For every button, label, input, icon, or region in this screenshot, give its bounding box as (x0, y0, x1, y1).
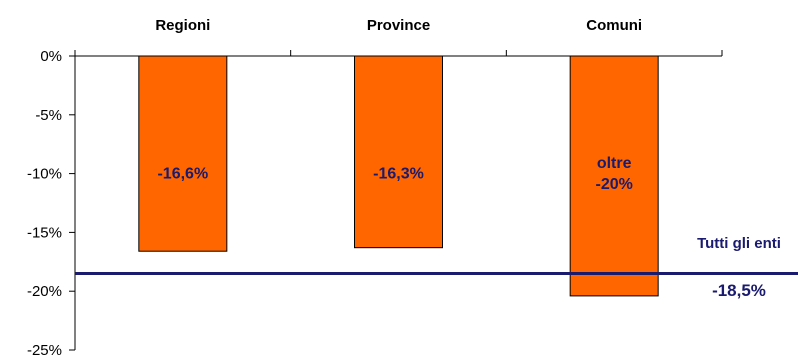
y-axis: 0% -5% -10% -15% -20% -25% (27, 48, 76, 358)
reference-line-group: Tutti gli enti -18,5% (75, 235, 798, 300)
data-label: -20% (595, 176, 632, 193)
y-tick-label: -15% (27, 224, 62, 241)
bars (138, 55, 659, 297)
category-axis: Regioni Province Comuni (74, 17, 723, 57)
data-label: -16,6% (157, 166, 208, 183)
y-tick-label: -5% (35, 107, 62, 124)
category-label: Province (367, 17, 430, 34)
category-label: Regioni (155, 17, 210, 34)
bar (569, 55, 659, 297)
y-tick-label: 0% (40, 48, 62, 65)
data-labels: -16,6% -16,3% oltre -20% (157, 155, 632, 193)
y-tick-label: -10% (27, 166, 62, 183)
data-label: -16,3% (373, 166, 424, 183)
y-tick-label: -20% (27, 283, 62, 300)
data-label: oltre (597, 155, 632, 172)
y-tick-label: -25% (27, 342, 62, 358)
bar (138, 55, 228, 252)
category-label: Comuni (586, 17, 642, 34)
reference-line-label: Tutti gli enti (697, 235, 781, 252)
bar (354, 55, 443, 249)
reference-line-value: -18,5% (712, 281, 766, 300)
